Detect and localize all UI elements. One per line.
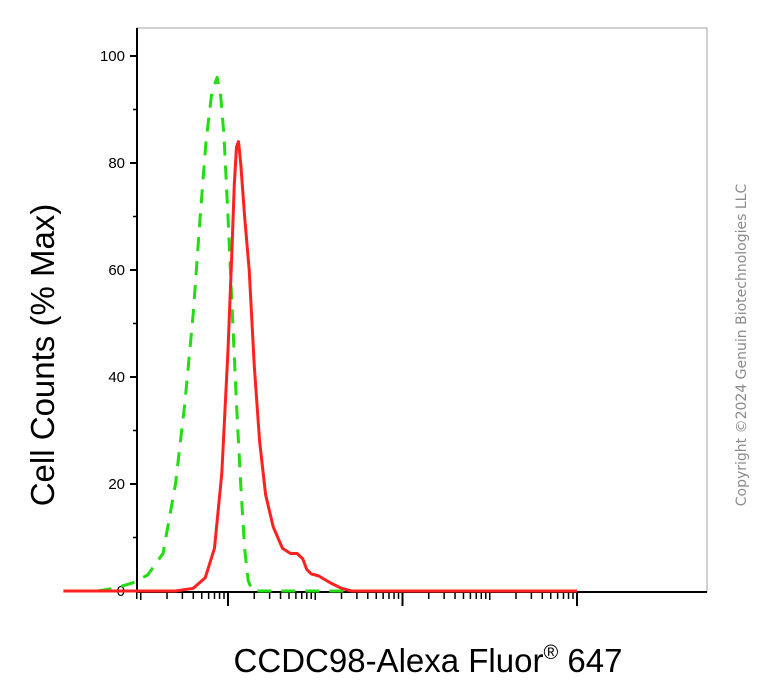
- plot-frame: [136, 27, 708, 593]
- y-axis-title: Cell Counts (% Max): [24, 204, 61, 507]
- x-axis-title: CCDC98-Alexa Fluor® 647: [234, 642, 623, 679]
- y-tick-label: 60: [108, 262, 125, 279]
- y-tick-label: 40: [108, 369, 125, 386]
- x-axis-title-superscript: ®: [543, 642, 558, 664]
- x-axis-title-suffix: 647: [558, 642, 622, 679]
- series-group: [63, 75, 577, 593]
- x-axis: [136, 592, 578, 606]
- y-tick-label: 80: [108, 155, 125, 172]
- plot-border: [136, 27, 708, 593]
- control-histogram-line: [97, 75, 577, 593]
- copyright-text: Copyright ©2024 Genuin Biotechnologies L…: [734, 184, 750, 507]
- sample-histogram-line: [63, 140, 577, 593]
- y-tick-label: 100: [100, 48, 125, 65]
- x-axis-title-main: CCDC98-Alexa Fluor: [234, 642, 544, 679]
- y-tick-label: 20: [108, 476, 125, 493]
